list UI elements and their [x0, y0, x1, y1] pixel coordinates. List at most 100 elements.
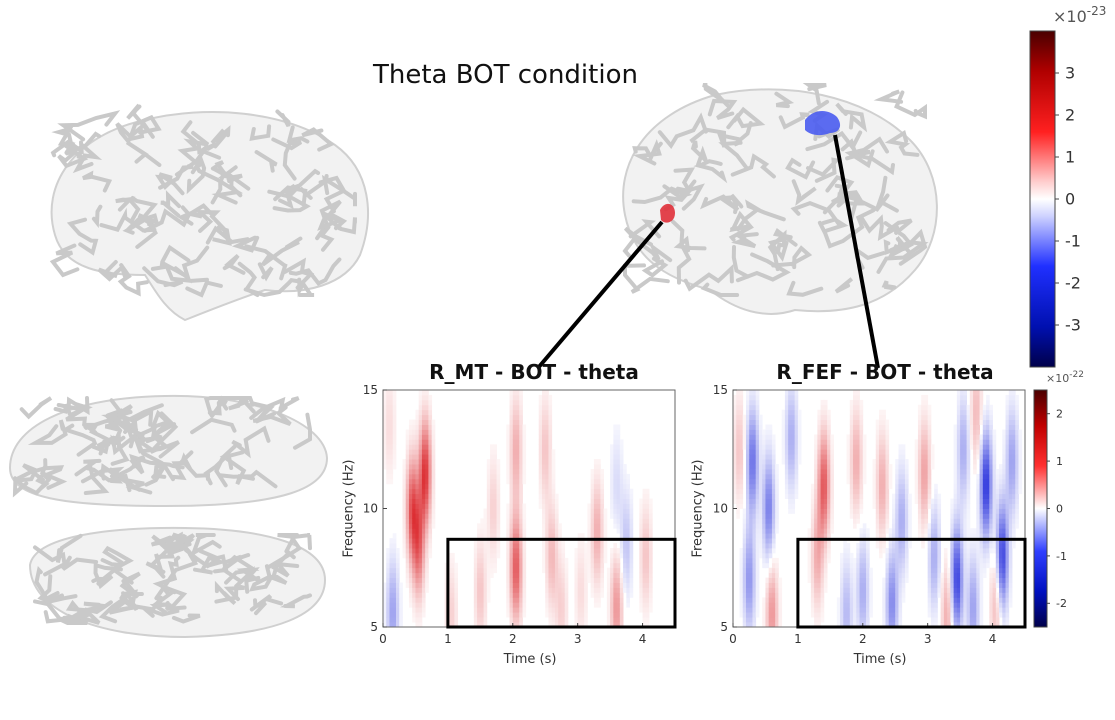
heatmap-cell: [496, 518, 501, 524]
heatmap-cell: [421, 469, 426, 475]
heatmap-cell: [749, 503, 753, 509]
heatmap-cell: [619, 577, 624, 583]
heatmap-cell: [973, 409, 977, 416]
heatmap-cell: [969, 597, 974, 603]
heatmap-cell: [512, 543, 517, 549]
heatmap-cell: [425, 478, 429, 485]
sulcus: [135, 424, 158, 444]
heatmap-cell: [421, 473, 426, 480]
heatmap-cell: [548, 409, 553, 416]
chart2-highlight-box: [796, 537, 1027, 629]
heatmap-cell: [882, 602, 886, 608]
heatmap-cell: [827, 518, 831, 524]
heatmap-cell: [775, 508, 779, 514]
heatmap-cell: [891, 503, 896, 509]
heatmap-cell: [519, 617, 523, 623]
heatmap-cell: [986, 498, 990, 504]
sulcus: [179, 450, 194, 471]
heatmap-cell: [846, 582, 851, 588]
heatmap-cell: [846, 543, 851, 549]
heatmap-cell: [934, 602, 938, 608]
heatmap-cell: [425, 469, 429, 475]
heatmap-cell: [853, 498, 857, 504]
heatmap-cell: [976, 572, 980, 579]
heatmap-cell: [574, 587, 579, 593]
heatmap-cell: [765, 429, 770, 435]
heatmap-cell: [1005, 557, 1010, 564]
heatmap-cell: [866, 533, 870, 539]
heatmap-cell: [580, 557, 585, 564]
heatmap-cell: [898, 612, 903, 618]
heatmap-cell: [418, 587, 423, 593]
heatmap-cell: [483, 552, 488, 559]
heatmap-cell: [408, 567, 413, 574]
heatmap-cell: [755, 454, 760, 460]
heatmap-cell: [516, 543, 520, 549]
sulcus: [261, 236, 303, 267]
heatmap-cell: [509, 612, 514, 618]
heatmap-cell: [749, 518, 753, 524]
sulcus: [257, 262, 274, 282]
heatmap-cell: [778, 577, 783, 583]
heatmap-cell: [947, 607, 951, 613]
heatmap-cell: [421, 582, 426, 588]
heatmap-cell: [616, 548, 621, 554]
heatmap-cell: [904, 469, 909, 475]
heatmap-cell: [869, 592, 873, 598]
heatmap-cell: [888, 592, 893, 598]
heatmap-cell: [1005, 548, 1010, 554]
heatmap-cell: [606, 597, 611, 603]
heatmap-cell: [927, 602, 932, 608]
heatmap-cell: [577, 548, 582, 554]
heatmap-cell: [1005, 567, 1010, 574]
heatmap-cell: [898, 533, 903, 539]
heatmap-cell: [930, 548, 935, 554]
heatmap-cell: [956, 390, 961, 396]
heatmap-cell: [937, 572, 942, 579]
heatmap-cell: [548, 582, 553, 588]
heatmap-cell: [509, 508, 514, 514]
heatmap-cell: [817, 577, 821, 583]
heatmap-cell: [947, 577, 951, 583]
heatmap-cell: [431, 493, 436, 500]
heatmap-cell: [820, 439, 825, 445]
heatmap-cell: [739, 572, 744, 579]
heatmap-cell: [856, 543, 860, 549]
heatmap-cell: [516, 404, 520, 411]
heatmap-cell: [545, 518, 549, 524]
heatmap-cell: [758, 548, 763, 554]
heatmap-cell: [853, 439, 857, 445]
heatmap-cell: [610, 582, 614, 588]
heatmap-cell: [885, 429, 890, 435]
heatmap-cell: [924, 473, 929, 480]
heatmap-cell: [921, 454, 925, 460]
heatmap-cell: [940, 602, 945, 608]
heatmap-cell: [477, 587, 481, 593]
heatmap-cell: [853, 419, 857, 425]
heatmap-cell: [616, 597, 621, 603]
heatmap-cell: [950, 523, 955, 529]
heatmap-cell: [784, 414, 789, 421]
heatmap-cell: [901, 444, 906, 450]
heatmap-cell: [752, 399, 757, 406]
heatmap-cell: [736, 498, 740, 504]
heatmap-cell: [483, 557, 488, 564]
heatmap-cell: [389, 399, 394, 406]
heatmap-cell: [752, 473, 757, 480]
heatmap-cell: [846, 434, 851, 440]
heatmap-cell: [810, 582, 815, 588]
heatmap-cell: [519, 429, 523, 435]
heatmap-cell: [762, 464, 766, 470]
heatmap-cell: [496, 552, 501, 559]
heatmap-cell: [574, 567, 579, 574]
sulcus: [284, 533, 312, 554]
heatmap-cell: [600, 533, 605, 539]
heatmap-cell: [862, 543, 867, 549]
heatmap-cell: [814, 528, 818, 534]
heatmap-cell: [1005, 498, 1010, 504]
heatmap-cell: [412, 434, 416, 440]
heatmap-cell: [519, 459, 523, 465]
heatmap-cell: [561, 572, 566, 579]
heatmap-cell: [509, 469, 514, 475]
heatmap-cell: [593, 577, 598, 583]
